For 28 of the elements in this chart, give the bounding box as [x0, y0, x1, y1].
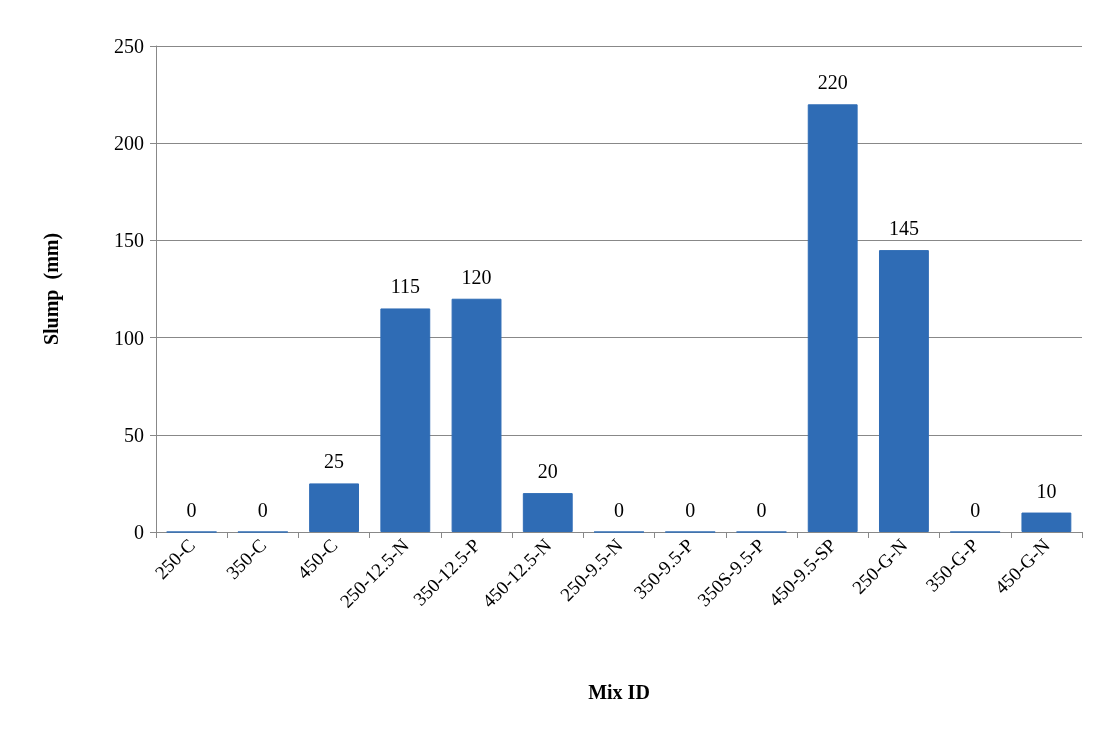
x-axis-title: Mix ID [588, 681, 650, 703]
data-label: 220 [817, 71, 848, 94]
data-label: 0 [257, 498, 268, 521]
data-label: 0 [970, 498, 981, 521]
bar [380, 308, 431, 532]
bar [1021, 512, 1072, 532]
bar [309, 483, 360, 532]
data-label: 145 [888, 217, 919, 240]
data-label: 10 [1036, 479, 1057, 502]
data-label: 0 [186, 498, 197, 521]
data-label: 20 [537, 460, 558, 483]
y-tick-label: 200 [114, 132, 144, 155]
data-label: 25 [324, 450, 345, 473]
data-label: 0 [614, 498, 624, 521]
bar [807, 104, 858, 532]
bar [451, 298, 502, 532]
y-tick-label: 150 [114, 229, 144, 252]
y-axis-title: Slump (mm) [40, 232, 63, 346]
y-tick-label: 50 [124, 423, 144, 446]
data-label: 0 [685, 498, 696, 521]
data-label: 0 [756, 498, 767, 521]
data-label: 115 [390, 275, 420, 298]
y-tick-label: 100 [114, 326, 144, 349]
bar [522, 493, 573, 532]
bar [878, 250, 929, 532]
y-tick-label: 0 [134, 521, 144, 543]
y-tick-label: 250 [114, 35, 144, 57]
data-label: 120 [461, 265, 492, 288]
